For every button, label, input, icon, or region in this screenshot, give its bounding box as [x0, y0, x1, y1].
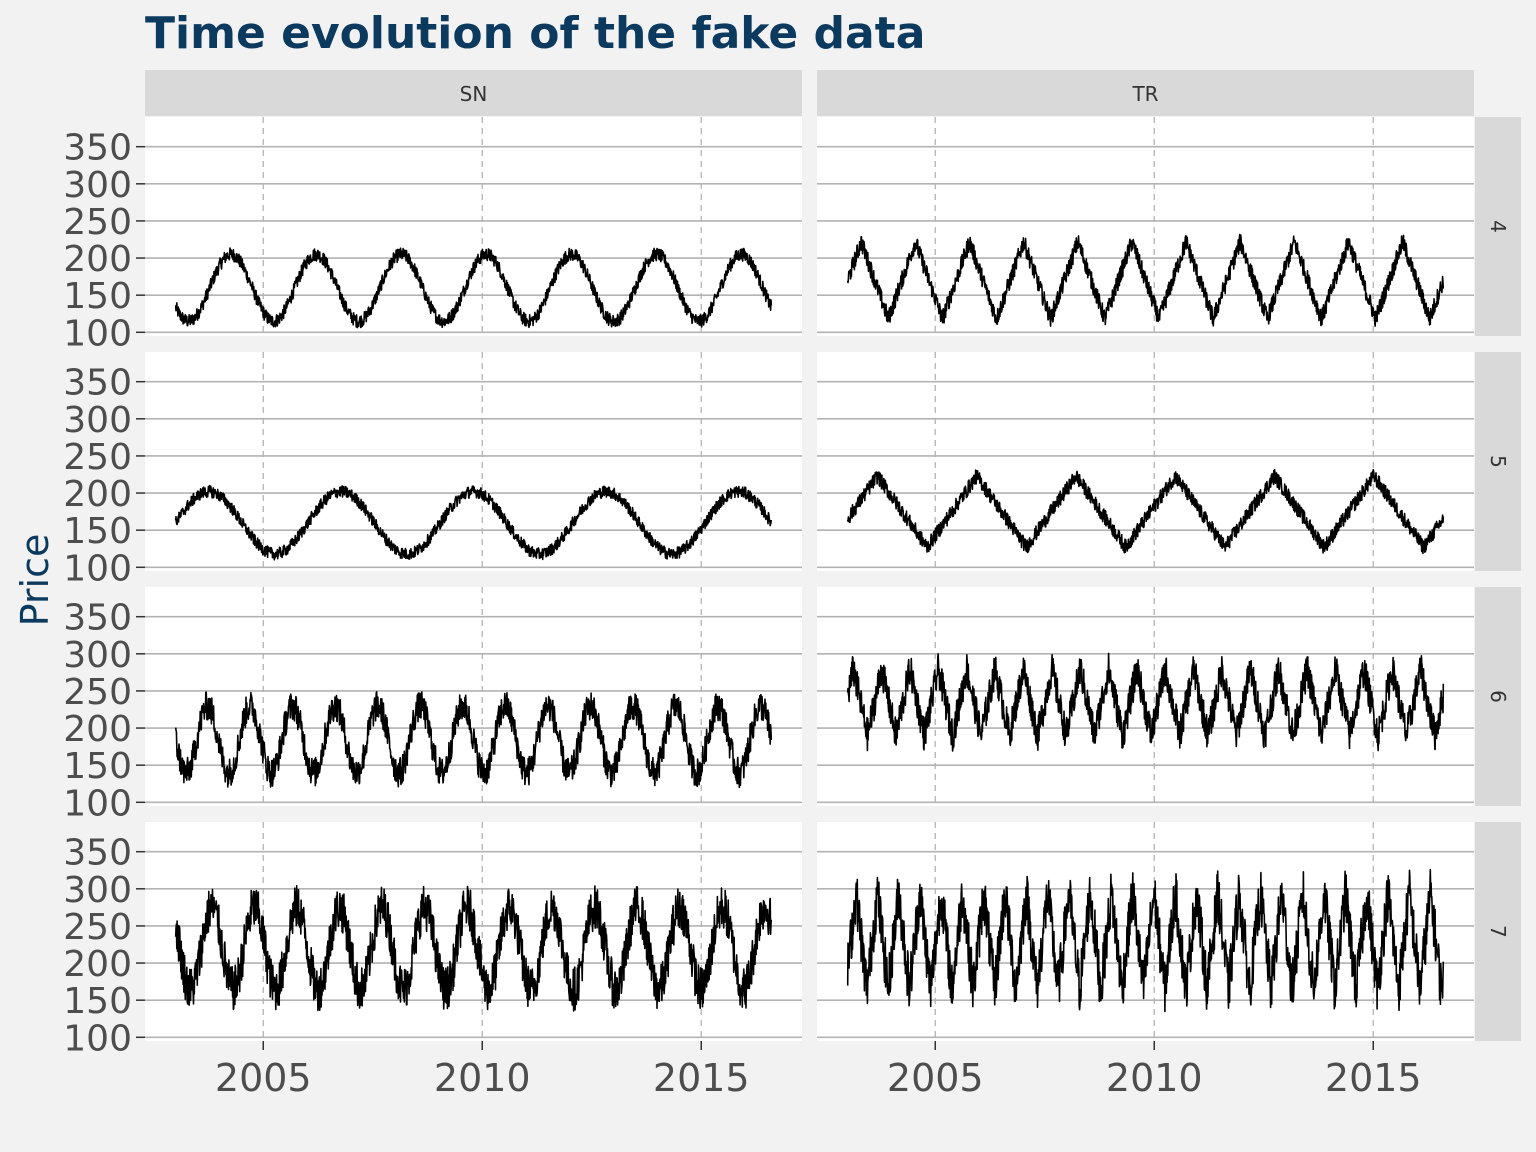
strip-label-row-5: 5	[1486, 455, 1510, 468]
strip-row-6	[1475, 587, 1521, 806]
y-tick-label: 250	[63, 202, 132, 243]
chart-title: Time evolution of the fake data	[145, 8, 925, 59]
y-tick-label: 150	[63, 276, 132, 317]
y-tick-label: 100	[63, 1018, 132, 1059]
y-tick-label: 200	[63, 474, 132, 515]
y-tick-label: 100	[63, 783, 132, 824]
strip-col-TR	[817, 70, 1474, 116]
y-tick-label: 300	[63, 870, 132, 911]
y-axis-label: Price	[13, 534, 57, 627]
y-tick-label: 350	[63, 598, 132, 639]
strip-row-7	[1475, 822, 1521, 1041]
x-tick-label: 2005	[215, 1056, 312, 1100]
series-line-SN-7	[174, 885, 773, 1012]
panel-background	[817, 352, 1474, 571]
panel-background	[145, 587, 802, 806]
y-tick-label: 100	[63, 313, 132, 354]
y-tick-label: 350	[63, 128, 132, 169]
strip-label-TR: TR	[1131, 82, 1158, 106]
y-tick-label: 350	[63, 833, 132, 874]
series-line-SN-5	[174, 484, 773, 561]
strip-label-row-7: 7	[1486, 925, 1510, 938]
y-tick-label: 100	[63, 548, 132, 589]
panel-SN-6	[145, 587, 802, 806]
strip-label-row-6: 6	[1486, 690, 1510, 703]
y-tick-label: 200	[63, 944, 132, 985]
panel-TR-5	[817, 352, 1474, 571]
panel-background	[145, 117, 802, 336]
y-tick-label: 200	[63, 709, 132, 750]
y-tick-label: 300	[63, 400, 132, 441]
x-tick-label: 2010	[434, 1056, 531, 1100]
series-line-TR-6	[846, 652, 1445, 752]
strip-row-4	[1475, 117, 1521, 336]
strip-label-SN: SN	[460, 82, 488, 106]
series-line-SN-6	[174, 691, 773, 789]
panel-grid: SN TR456710015020025030035010015020025030…	[63, 70, 1521, 1100]
y-tick-label: 300	[63, 635, 132, 676]
x-tick-label: 2015	[1325, 1056, 1422, 1100]
y-tick-label: 300	[63, 165, 132, 206]
y-tick-label: 150	[63, 746, 132, 787]
y-tick-label: 200	[63, 239, 132, 280]
panel-background	[145, 352, 802, 571]
x-tick-label: 2005	[887, 1056, 984, 1100]
y-tick-label: 250	[63, 907, 132, 948]
x-tick-label: 2015	[653, 1056, 750, 1100]
series-line-TR-4	[846, 233, 1445, 327]
strip-row-5	[1475, 352, 1521, 571]
x-tick-label: 2010	[1106, 1056, 1203, 1100]
panel-SN-4	[145, 117, 802, 336]
panel-background	[817, 587, 1474, 806]
y-tick-label: 350	[63, 363, 132, 404]
series-line-TR-5	[846, 468, 1445, 555]
y-tick-label: 150	[63, 981, 132, 1022]
series-line-SN-4	[174, 247, 773, 329]
strip-col-SN	[145, 70, 802, 116]
panel-SN-5	[145, 352, 802, 571]
panel-background	[817, 117, 1474, 336]
y-tick-label: 250	[63, 672, 132, 713]
y-tick-label: 250	[63, 437, 132, 478]
y-tick-label: 150	[63, 511, 132, 552]
series-line-TR-7	[846, 868, 1445, 1013]
panel-TR-4	[817, 117, 1474, 336]
strip-label-row-4: 4	[1486, 220, 1510, 233]
